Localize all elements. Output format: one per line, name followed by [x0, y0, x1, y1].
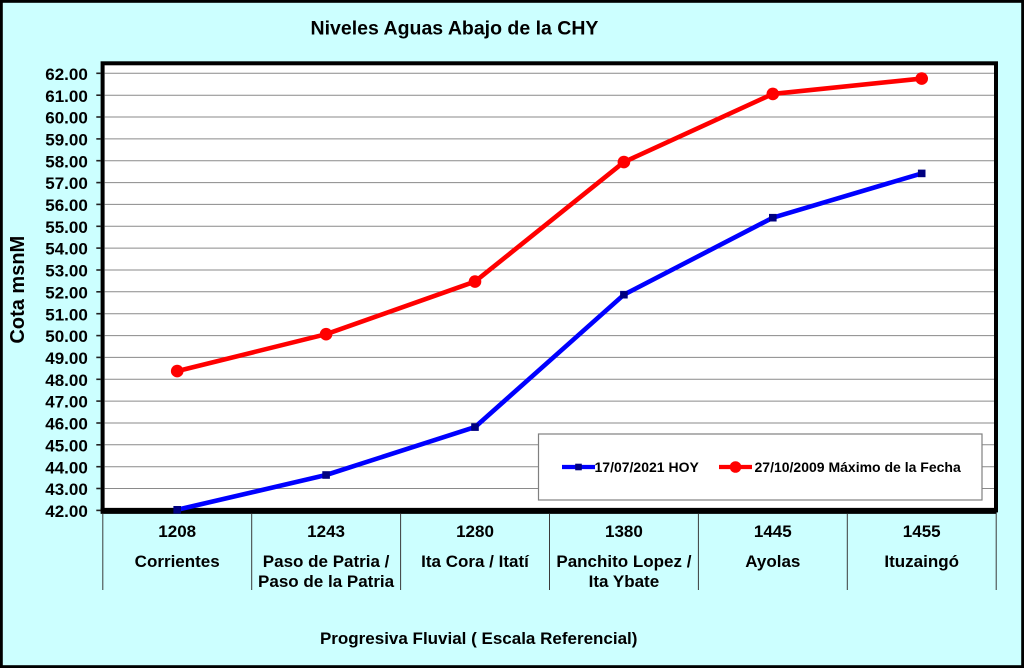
svg-text:Niveles Aguas Abajo de la CHY: Niveles Aguas Abajo de la CHY — [311, 18, 599, 40]
svg-text:17/07/2021 HOY: 17/07/2021 HOY — [595, 459, 700, 475]
svg-text:Paso de la Patria: Paso de la Patria — [258, 572, 395, 591]
svg-text:56.00: 56.00 — [45, 196, 88, 215]
svg-text:Paso de Patria /: Paso de Patria / — [263, 552, 390, 571]
svg-text:Ituzaingó: Ituzaingó — [884, 552, 959, 571]
svg-text:Panchito Lopez /: Panchito Lopez / — [556, 552, 691, 571]
svg-text:50.00: 50.00 — [45, 327, 88, 346]
svg-text:Corrientes: Corrientes — [135, 552, 220, 571]
svg-text:53.00: 53.00 — [45, 262, 88, 281]
svg-text:61.00: 61.00 — [45, 87, 88, 106]
svg-text:57.00: 57.00 — [45, 174, 88, 193]
svg-text:55.00: 55.00 — [45, 218, 88, 237]
svg-text:Ita Ybate: Ita Ybate — [589, 572, 660, 591]
svg-text:Cota msnM: Cota msnM — [7, 236, 29, 344]
svg-text:1208: 1208 — [158, 522, 196, 541]
svg-text:62.00: 62.00 — [45, 65, 88, 84]
svg-text:1455: 1455 — [903, 522, 941, 541]
svg-text:1380: 1380 — [605, 522, 643, 541]
svg-text:60.00: 60.00 — [45, 109, 88, 128]
svg-text:44.00: 44.00 — [45, 458, 88, 477]
svg-text:46.00: 46.00 — [45, 415, 88, 434]
svg-text:59.00: 59.00 — [45, 131, 88, 150]
svg-text:45.00: 45.00 — [45, 436, 88, 455]
svg-text:42.00: 42.00 — [45, 502, 88, 521]
svg-text:Ayolas: Ayolas — [745, 552, 800, 571]
svg-text:Ita Cora / Itatí: Ita Cora / Itatí — [421, 552, 530, 571]
svg-text:27/10/2009 Máximo de la Fecha: 27/10/2009 Máximo de la Fecha — [755, 459, 961, 475]
svg-text:Progresiva Fluvial ( Escala Re: Progresiva Fluvial ( Escala Referencial) — [320, 629, 637, 648]
svg-text:1280: 1280 — [456, 522, 494, 541]
svg-text:58.00: 58.00 — [45, 152, 88, 171]
svg-text:51.00: 51.00 — [45, 305, 88, 324]
svg-text:54.00: 54.00 — [45, 240, 88, 259]
svg-text:48.00: 48.00 — [45, 371, 88, 390]
svg-text:1445: 1445 — [754, 522, 792, 541]
svg-text:1243: 1243 — [307, 522, 345, 541]
svg-text:43.00: 43.00 — [45, 480, 88, 499]
svg-text:47.00: 47.00 — [45, 393, 88, 412]
svg-text:49.00: 49.00 — [45, 349, 88, 368]
svg-text:52.00: 52.00 — [45, 283, 88, 302]
